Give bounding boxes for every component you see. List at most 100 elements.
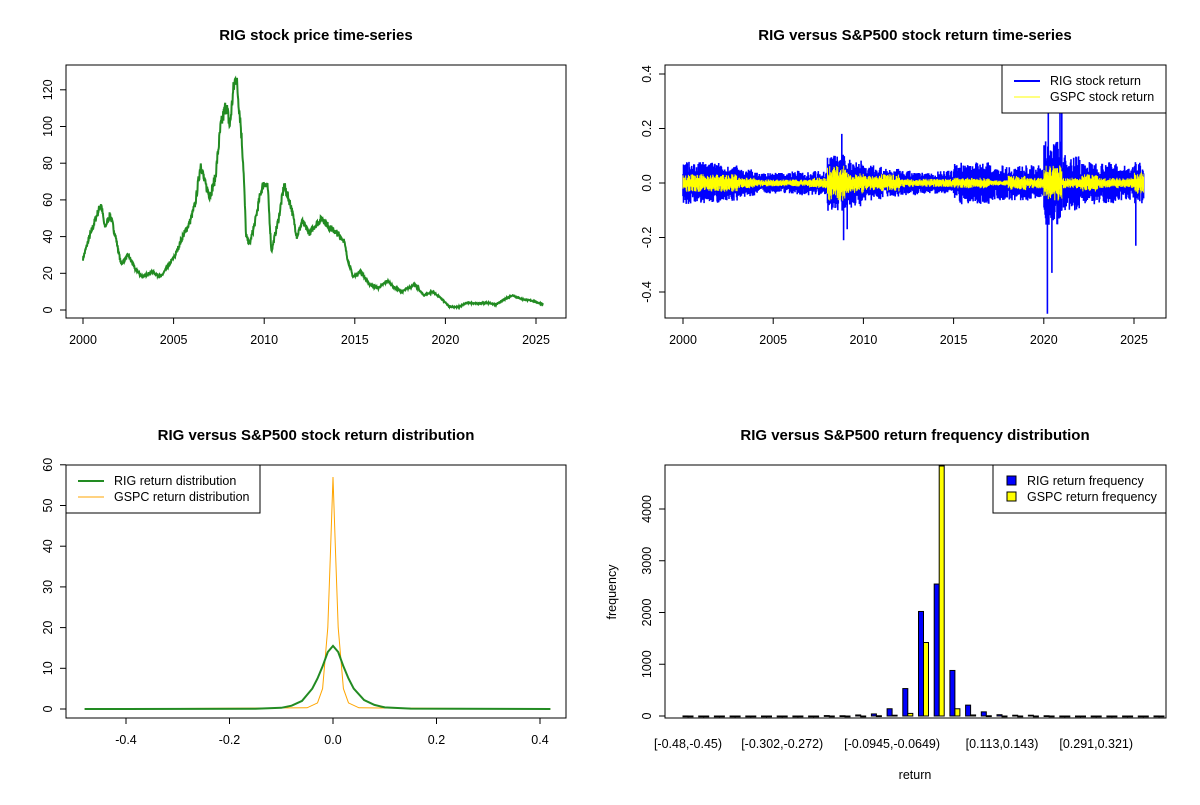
chart4-ytick-label: 0 [640,712,654,719]
chart3-xtick-label: 0.2 [428,733,445,747]
chart3-legend [65,464,261,514]
chart1-ytick-label: 20 [41,266,55,280]
chart2-ytick-label: 0.2 [640,120,654,137]
chart2-xtick-label: 2015 [940,333,968,347]
chart4-gspc-bar [907,712,914,717]
chart4-gspc-bar [1032,715,1039,718]
chart3-ytick-label: 50 [41,499,55,513]
chart3-gspc-density-line [84,476,551,710]
chart4-rig-bar [761,715,767,718]
chart4-xlabel: return [899,768,932,782]
chart4-gspc-bar [687,715,694,718]
chart4-gspc-bar [985,715,992,718]
chart3-plot-frame [65,464,567,719]
legend-label: RIG return distribution [114,474,236,488]
chart4-gspc-bar [844,715,851,718]
chart2-xtick-label: 2025 [1120,333,1148,347]
chart4-rig-bar [965,704,972,717]
chart4-gspc-bar [1001,715,1008,718]
chart4-gspc-bar [703,715,710,718]
chart2-ytick-label: -0.4 [640,281,654,303]
chart4-gspc-bar [1048,715,1055,718]
chart4-rig-bar [1027,714,1034,717]
chart2-rig-return-series [682,109,1145,314]
chart4-rig-bar [1075,715,1081,718]
chart3-xtick-label: -0.4 [115,733,137,747]
chart3-ytick-label: 20 [41,621,55,635]
chart4-rig-bar [1043,715,1050,718]
chart2-title: RIG versus S&P500 stock return time-seri… [758,27,1071,44]
chart4-gspc-bar [781,715,788,718]
chart1-ytick-label: 60 [41,193,55,207]
chart4-gspc-bar [923,642,929,717]
chart2-xtick-label: 2000 [669,333,697,347]
legend-label: RIG return frequency [1027,474,1144,488]
legend-swatch-box [1006,475,1017,486]
chart3-rig-density-line [84,644,551,710]
chart4-rig-bar [1106,715,1113,718]
legend-label: GSPC return frequency [1027,490,1158,504]
chart4-legend [992,464,1167,514]
chart4-rig-bar [1090,715,1097,718]
chart4-rig-bar [933,583,940,717]
chart4-xtick-label: [-0.302,-0.272) [741,737,823,751]
chart2-xtick-label: 2020 [1030,333,1058,347]
chart4-rig-bar [1122,715,1129,718]
chart2-xtick-label: 2010 [849,333,877,347]
chart4-ytick-label: 4000 [640,495,654,523]
chart4-title: RIG versus S&P500 return frequency distr… [740,427,1089,444]
chart4-ytick-label: 3000 [640,547,654,575]
chart4-gspc-bar [828,715,835,718]
chart4-gspc-bar [813,715,820,718]
chart4-gspc-bar [860,715,867,718]
chart1-xtick-label: 2010 [250,333,278,347]
chart1-ytick-label: 80 [41,156,55,170]
chart4-rig-bar [980,711,987,717]
legend-label: RIG stock return [1050,74,1141,88]
chart4-rig-bar [902,688,909,717]
legend-label: GSPC return distribution [114,490,250,504]
chart4-gspc-bar [1080,715,1086,718]
chart2-xtick-label: 2005 [759,333,787,347]
chart1-xtick-label: 2005 [160,333,188,347]
chart2-gspc-return-series [682,165,1145,201]
chart1-price-line [82,75,544,311]
chart4-rig-bar [729,715,736,718]
chart4-gspc-bar [875,715,882,718]
chart3-ytick-label: 40 [41,539,55,553]
chart4-rig-bar [1012,714,1019,717]
chart4-gspc-bar [1017,715,1024,718]
chart1-plot-frame [65,64,567,319]
chart3-ytick-label: 0 [41,705,55,712]
chart3-ytick-label: 30 [41,580,55,594]
chart4-ylabel: frequency [605,564,619,620]
chart4-rig-bar [1153,715,1160,718]
chart4-gspc-bar [734,715,741,718]
chart4-xtick-label: [-0.48,-0.45) [654,737,722,751]
chart3-ytick-label: 60 [41,458,55,472]
chart4-rig-bar [870,713,877,717]
chart2-ytick-label: -0.2 [640,227,654,249]
chart4-gspc-bar [1095,715,1102,718]
chart1-ytick-label: 120 [41,79,55,100]
chart2-plot-frame [664,64,1167,319]
chart4-gspc-bar [797,715,804,718]
chart4-plot-frame [664,464,1167,719]
chart3-xtick-label: 0.0 [324,733,341,747]
chart4-rig-bar [776,715,783,718]
chart4-gspc-bar [1142,715,1149,718]
chart4-ytick-label: 1000 [640,650,654,678]
chart2-ytick-label: 0.0 [640,174,654,191]
chart4-rig-bar [918,610,924,717]
chart4-xtick-label: [0.291,0.321) [1059,737,1133,751]
chart4-xtick-label: [0.113,0.143) [966,737,1039,751]
chart4-gspc-bar [1064,715,1071,718]
chart2-ytick-label: 0.4 [640,65,654,82]
legend-label: GSPC stock return [1050,90,1154,104]
chart4-gspc-bar [718,715,725,718]
chart4-rig-bar [886,708,893,717]
chart1-xtick-label: 2000 [69,333,97,347]
chart4-rig-bar [792,715,799,718]
chart1-title: RIG stock price time-series [219,27,412,44]
chart4-rig-bar [1059,715,1066,718]
